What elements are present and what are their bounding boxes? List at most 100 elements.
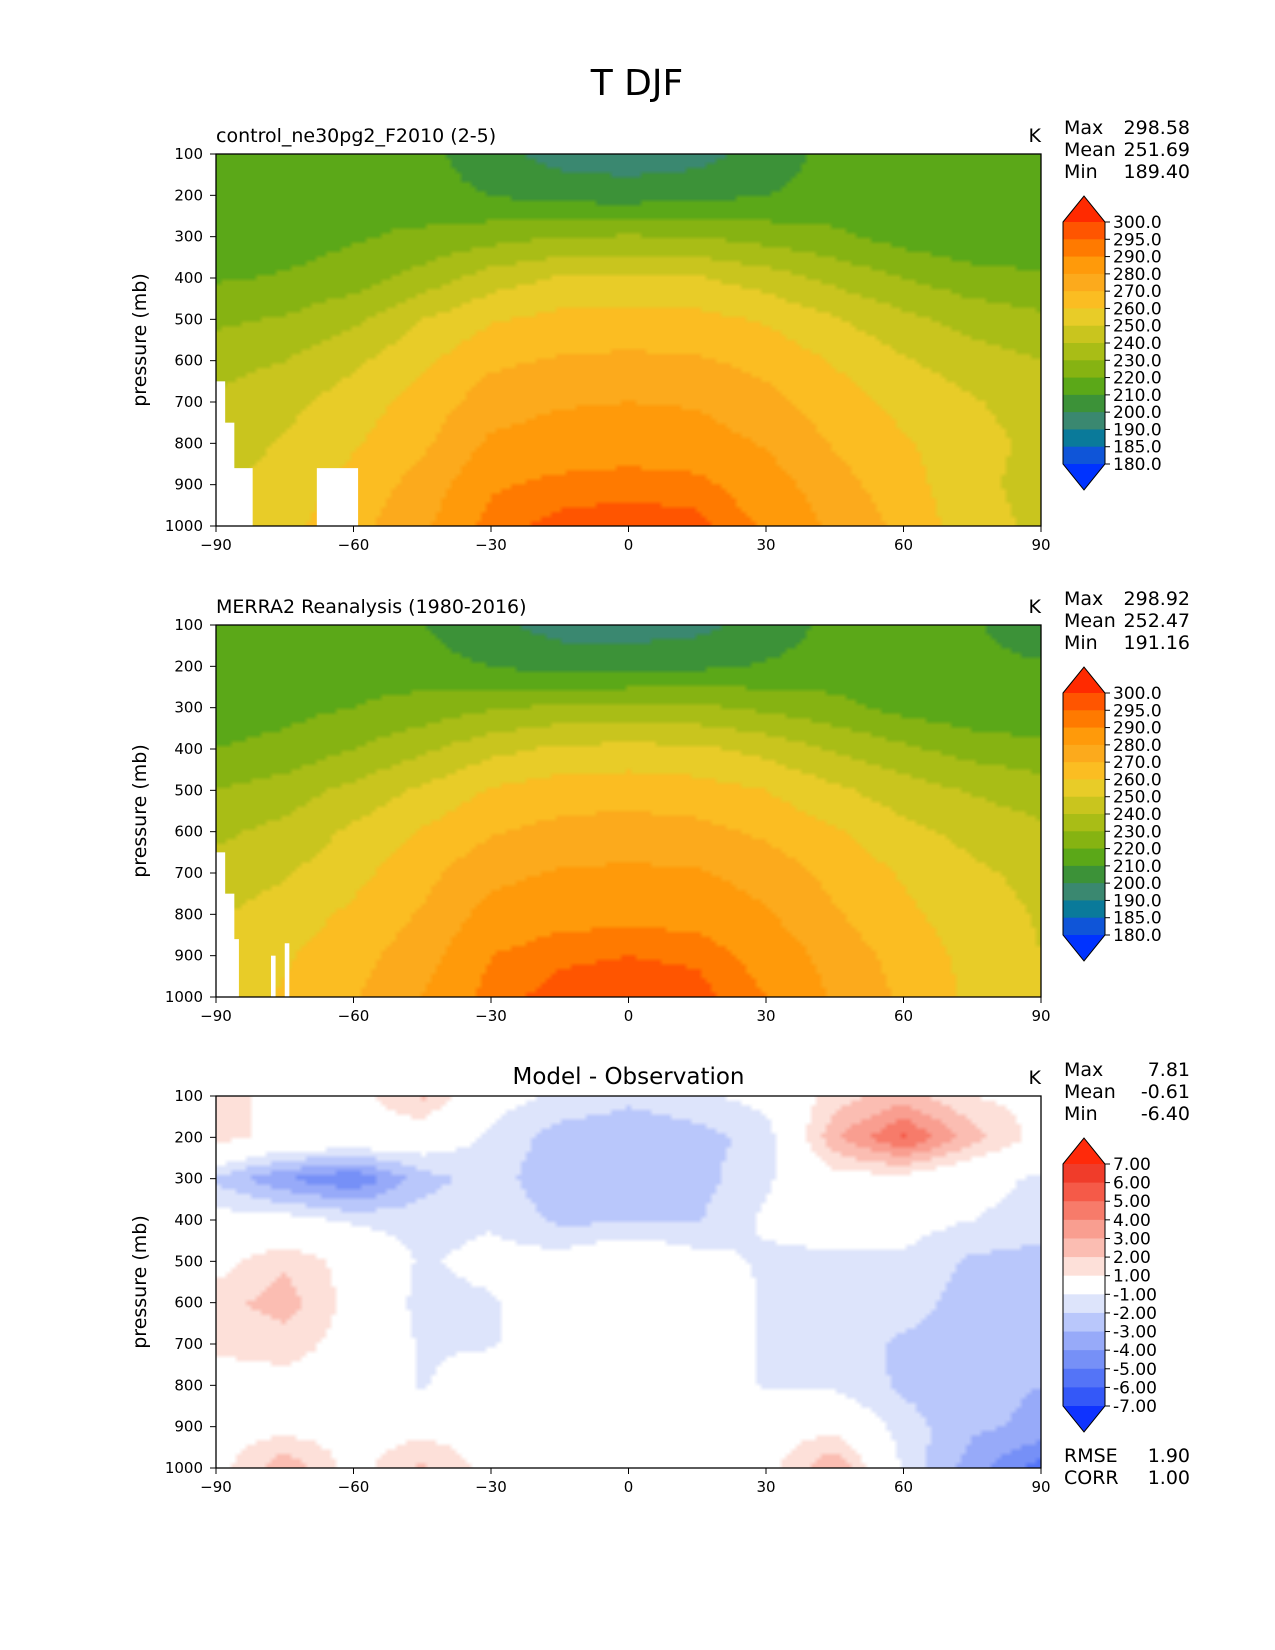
colorbar-label: 6.00 xyxy=(1113,1174,1151,1194)
colorbar-label: 230.0 xyxy=(1113,822,1162,842)
missing-data-region xyxy=(271,955,276,997)
y-tick-label: 600 xyxy=(174,352,203,370)
colorbar-segment xyxy=(1063,1164,1105,1184)
colorbar-label: 180.0 xyxy=(1113,926,1162,946)
missing-data-region xyxy=(216,939,239,997)
colorbar-segment xyxy=(1063,1331,1105,1351)
stat-label: Mean xyxy=(1064,610,1116,632)
stat-value: 298.92 xyxy=(1124,588,1190,610)
colorbar-label: 220.0 xyxy=(1113,840,1162,860)
colorbar-segment xyxy=(1063,1275,1105,1295)
stat-value: 251.69 xyxy=(1124,139,1190,161)
x-tick-label: −60 xyxy=(338,1478,370,1496)
colorbar-label: 200.0 xyxy=(1113,403,1162,423)
colorbar-segment xyxy=(1063,360,1105,379)
colorbar-extend-top xyxy=(1063,196,1105,222)
colorbar-extend-top xyxy=(1063,667,1105,693)
field-fill xyxy=(216,1096,1041,1468)
colorbar-segment xyxy=(1063,412,1105,430)
stat-label: Mean xyxy=(1064,1081,1116,1103)
colorbar-segment xyxy=(1063,377,1105,396)
colorbar-segment xyxy=(1063,1257,1105,1277)
x-tick-label: 90 xyxy=(1031,536,1050,554)
colorbar-label: -2.00 xyxy=(1113,1304,1157,1324)
stat-value: 191.16 xyxy=(1124,632,1190,654)
colorbar-label: 190.0 xyxy=(1113,420,1162,440)
colorbar-segment xyxy=(1063,865,1105,884)
colorbar-extend-bottom xyxy=(1063,935,1105,961)
y-tick-label: 800 xyxy=(174,905,203,923)
panel-3: Model - Observation K −90 −60 −30 0 30 60 90 100 2… xyxy=(129,1059,1190,1496)
y-tick-label: 1000 xyxy=(165,1459,203,1477)
colorbar-label: -7.00 xyxy=(1113,1397,1157,1417)
panel-title: Model - Observation xyxy=(512,1064,744,1090)
y-tick-label: 400 xyxy=(174,740,203,758)
x-tick-label: 30 xyxy=(756,1478,775,1496)
colorbar-label: 270.0 xyxy=(1113,282,1162,302)
colorbar-label: 1.00 xyxy=(1113,1267,1151,1287)
colorbar-segment xyxy=(1063,1368,1105,1388)
panel-title: control_ne30pg2_F2010 (2-5) xyxy=(216,125,496,147)
x-tick-label: 90 xyxy=(1031,1007,1050,1025)
colorbar-segment xyxy=(1063,883,1105,901)
colorbar-label: 295.0 xyxy=(1113,701,1162,721)
units-label: K xyxy=(1029,1067,1042,1089)
stat-value: -0.61 xyxy=(1141,1081,1190,1103)
colorbar-label: 190.0 xyxy=(1113,891,1162,911)
x-tick-label: 30 xyxy=(756,1007,775,1025)
colorbar-label: 260.0 xyxy=(1113,299,1162,319)
y-tick-label: 1000 xyxy=(165,988,203,1006)
stat-label: Min xyxy=(1064,1103,1098,1125)
figure-title: T DJF xyxy=(590,63,683,104)
colorbar-label: -6.00 xyxy=(1113,1378,1157,1398)
colorbar-label: 250.0 xyxy=(1113,788,1162,808)
y-tick-label: 700 xyxy=(174,864,203,882)
stat-label: Max xyxy=(1064,1059,1103,1081)
colorbar-segment xyxy=(1063,917,1105,936)
stat-label: RMSE xyxy=(1064,1445,1118,1467)
y-tick-label: 300 xyxy=(174,699,203,717)
colorbar-label: 295.0 xyxy=(1113,230,1162,250)
stat-value: 298.58 xyxy=(1124,117,1190,139)
y-tick-label: 200 xyxy=(174,1128,203,1146)
stat-label: Min xyxy=(1064,161,1098,183)
colorbar-segment xyxy=(1063,1387,1105,1407)
y-tick-label: 700 xyxy=(174,1335,203,1353)
panel-title: MERRA2 Reanalysis (1980-2016) xyxy=(216,596,527,618)
y-tick-label: 900 xyxy=(174,476,203,494)
missing-data-region xyxy=(216,468,253,526)
stat-label: Max xyxy=(1064,588,1103,610)
colorbar-segment xyxy=(1063,831,1105,850)
colorbar-segment xyxy=(1063,1238,1105,1258)
units-label: K xyxy=(1029,125,1042,147)
x-tick-label: 0 xyxy=(624,536,634,554)
colorbar-label: -3.00 xyxy=(1113,1323,1157,1343)
x-tick-label: −60 xyxy=(338,536,370,554)
stat-value: 252.47 xyxy=(1124,610,1190,632)
colorbar-label: 240.0 xyxy=(1113,334,1162,354)
y-tick-label: 500 xyxy=(174,1252,203,1270)
y-tick-label: 400 xyxy=(174,1211,203,1229)
y-tick-label: 100 xyxy=(174,1087,203,1105)
y-tick-label: 500 xyxy=(174,781,203,799)
y-tick-label: 800 xyxy=(174,434,203,452)
x-tick-label: −90 xyxy=(200,536,232,554)
colorbar-segment xyxy=(1063,1350,1105,1370)
units-label: K xyxy=(1029,596,1042,618)
x-tick-label: 60 xyxy=(894,536,913,554)
colorbar-segment xyxy=(1063,900,1105,919)
colorbar: 300.0295.0290.0280.0270.0260.0250.0240.0… xyxy=(1062,195,1162,491)
x-tick-label: −90 xyxy=(200,1007,232,1025)
colorbar: 7.006.005.004.003.002.001.00-1.00-2.00-3… xyxy=(1062,1137,1157,1433)
colorbar-segment xyxy=(1063,1219,1105,1239)
colorbar-segment xyxy=(1063,814,1105,832)
panel-1: control_ne30pg2_F2010 (2-5) K −90 −60 −30 0 30… xyxy=(129,117,1190,554)
colorbar-segment xyxy=(1063,710,1105,729)
stat-value: 189.40 xyxy=(1124,161,1190,183)
colorbar-segment xyxy=(1063,1294,1105,1314)
y-tick-label: 100 xyxy=(174,145,203,163)
colorbar-label: -4.00 xyxy=(1113,1341,1157,1361)
y-tick-label: 800 xyxy=(174,1376,203,1394)
colorbar-label: 5.00 xyxy=(1113,1192,1151,1212)
